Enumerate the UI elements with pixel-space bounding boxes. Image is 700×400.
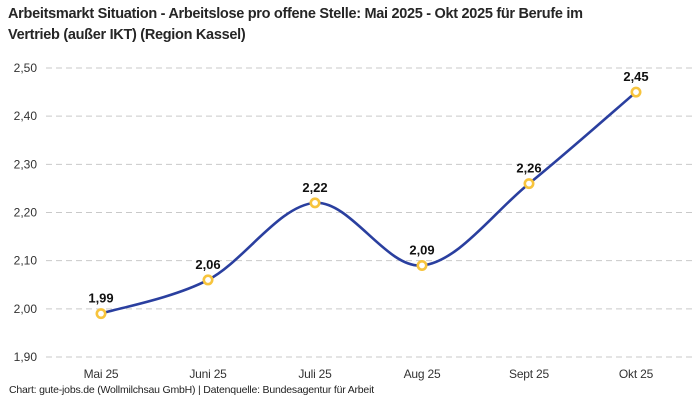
x-tick-label: Aug 25 [404, 367, 441, 381]
y-tick-label: 2,40 [14, 109, 38, 123]
data-point-marker[interactable] [202, 274, 214, 286]
y-tick-label: 2,20 [14, 206, 38, 220]
x-tick-label: Juli 25 [298, 367, 332, 381]
data-point-label: 2,26 [516, 161, 541, 176]
series-line [99, 90, 638, 315]
data-point-label: 2,06 [195, 257, 220, 272]
x-tick-label: Mai 25 [84, 367, 119, 381]
y-tick-label: 2,50 [14, 61, 38, 75]
data-point-marker[interactable] [95, 308, 107, 320]
data-point-marker[interactable] [416, 259, 428, 271]
y-tick-label: 2,30 [14, 157, 38, 171]
y-tick-label: 2,10 [14, 254, 38, 268]
data-point-marker[interactable] [309, 197, 321, 209]
data-point-marker[interactable] [630, 86, 642, 98]
source-credit: Chart: gute-jobs.de (Wollmilchsau GmbH) … [9, 384, 374, 396]
y-tick-label: 1,90 [14, 350, 38, 364]
x-tick-label: Sept 25 [509, 367, 549, 381]
data-point-label: 2,22 [302, 180, 327, 195]
x-tick-label: Okt 25 [619, 367, 654, 381]
data-point-label: 2,09 [409, 242, 434, 257]
x-tick-label: Juni 25 [189, 367, 227, 381]
data-point-label: 2,45 [623, 69, 648, 84]
data-point-marker[interactable] [523, 178, 535, 190]
y-tick-label: 2,00 [14, 302, 38, 316]
data-point-label: 1,99 [88, 291, 113, 306]
chart-title: Arbeitsmarkt Situation - Arbeitslose pro… [8, 6, 583, 43]
